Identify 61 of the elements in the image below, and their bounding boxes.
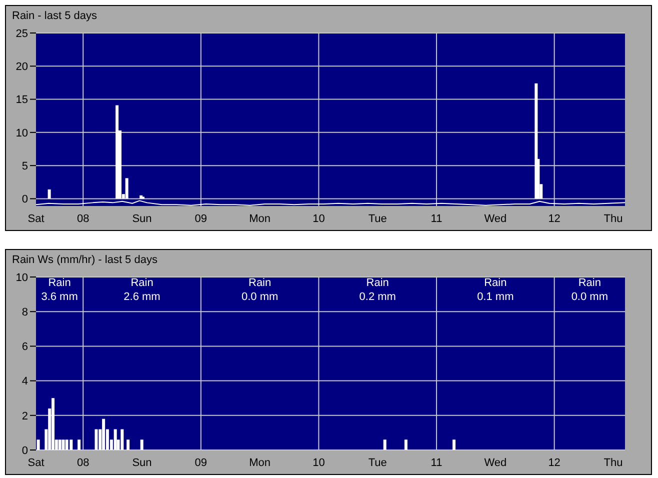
x-tick-label: Mon [249,456,271,469]
y-tick-label: 5 [22,160,28,172]
bar [125,178,128,199]
x-tick-label: Tue [368,456,387,469]
bar [62,440,65,450]
bar [116,105,119,199]
bar [94,429,98,450]
x-tick-label: Wed [484,456,507,469]
bar [452,440,456,450]
x-tick-label: 08 [76,456,90,469]
y-tick-label: 2 [22,410,28,422]
x-tick-label: Mon [249,212,271,225]
y-tick-label: 4 [22,376,28,388]
x-tick-label: 08 [76,212,90,225]
x-tick-label: Sun [132,212,152,225]
bar [383,440,386,450]
bar [126,440,130,450]
bar [78,440,81,450]
x-tick-label: 12 [548,456,560,469]
x-tick-label: 09 [194,212,208,225]
x-tick-label: Thu [604,456,623,469]
annotation: Rain 0.2 mm [359,276,396,303]
bar [102,418,106,450]
bar [114,429,117,450]
bar [52,398,55,450]
y-tick-label: 0 [22,444,28,457]
annotation: Rain 0.0 mm [241,276,278,303]
x-tick-label: 10 [312,456,325,469]
x-tick-label: 12 [548,212,560,225]
y-tick-label: 25 [16,28,28,40]
y-tick-label: 15 [16,94,28,106]
y-tick-label: 6 [22,341,28,354]
y-tick-label: 0 [22,194,28,206]
y-tick-label: 20 [16,61,28,74]
x-tick-label: 11 [430,212,442,225]
y-tick-label: 10 [16,127,28,140]
bar [120,429,124,450]
y-tick-label: 8 [22,306,28,319]
bar [58,440,62,450]
bar [70,440,73,450]
chart-title: Rain - last 5 days [12,10,97,22]
annotation: Rain 0.0 mm [571,276,608,303]
bar [48,189,51,199]
y-tick-label: 10 [16,272,28,284]
bar [36,440,40,450]
chart-title: Rain Ws (mm/hr) - last 5 days [12,254,158,266]
bar [404,440,408,450]
x-tick-label: 11 [430,456,442,469]
x-tick-label: Sat [28,456,44,469]
x-tick-label: Sun [132,456,152,469]
x-tick-label: Sat [28,212,44,225]
annotation: Rain 0.1 mm [477,276,514,303]
x-tick-label: 09 [194,456,208,469]
annotation: Rain 3.6 mm [41,276,78,303]
x-tick-label: Wed [484,212,507,225]
x-tick-label: Thu [604,212,623,225]
annotation: Rain 2.6 mm [124,276,160,303]
x-tick-label: Tue [368,212,387,225]
x-tick-label: 10 [312,212,325,225]
bar [65,440,68,450]
bar [140,440,144,450]
